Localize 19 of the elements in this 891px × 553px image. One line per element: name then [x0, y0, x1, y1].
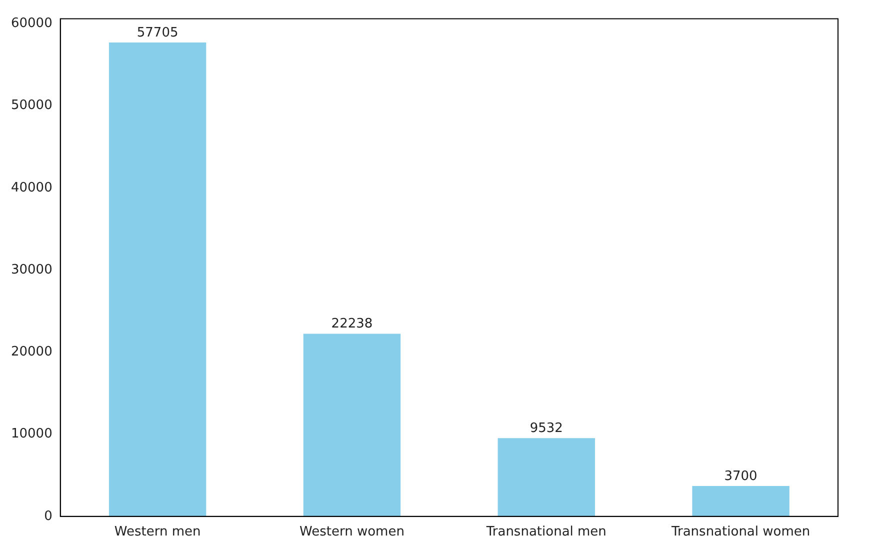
y-tick-label: 60000 — [10, 16, 52, 32]
data-label: 22238 — [331, 316, 373, 332]
x-tick-label: Transnational men — [485, 524, 606, 540]
y-tick-label: 30000 — [10, 262, 52, 278]
y-tick-label: 40000 — [10, 180, 52, 196]
y-tick-label: 0 — [44, 508, 52, 524]
x-tick-label: Western women — [300, 524, 404, 540]
y-tick-label: 50000 — [10, 98, 52, 114]
data-label: 57705 — [136, 25, 178, 40]
data-label: 9532 — [530, 420, 563, 436]
y-tick-label: 10000 — [10, 426, 52, 442]
y-tick-label: 20000 — [10, 344, 52, 360]
bar — [108, 42, 206, 516]
data-label: 3700 — [724, 468, 758, 484]
x-tick-label: Western men — [114, 524, 201, 540]
bar — [498, 438, 595, 516]
bar — [303, 334, 401, 516]
x-tick-label: Transnational women — [670, 524, 810, 540]
bar — [692, 486, 790, 516]
